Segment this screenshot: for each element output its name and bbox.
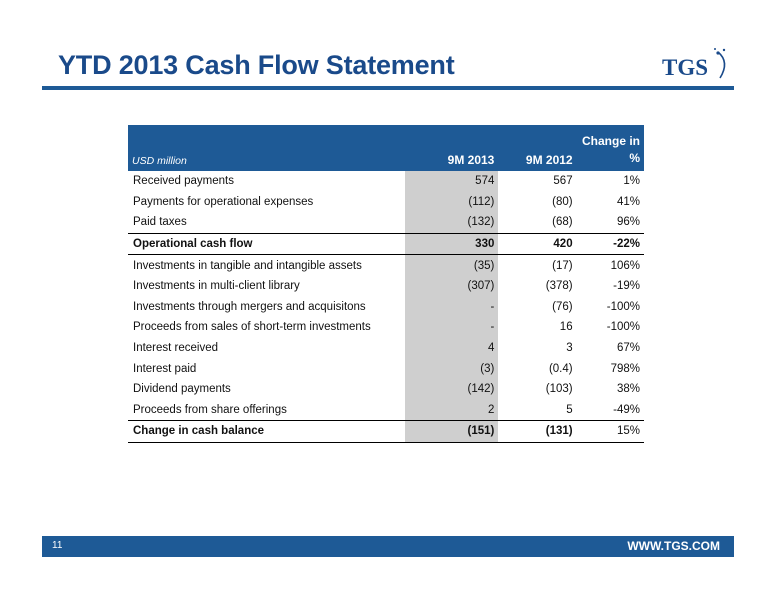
value-2013: (3): [404, 358, 499, 379]
value-2013: 574: [404, 171, 499, 192]
subtotal-row: Operational cash flow 330 420 -22%: [128, 232, 644, 256]
table-row: Paid taxes (132) (68) 96%: [128, 212, 644, 234]
value-2013: (151): [404, 420, 499, 443]
value-change: 41%: [616, 195, 640, 208]
value-change: 106%: [610, 259, 640, 272]
header-change-pct: Change in%: [576, 125, 644, 171]
value-change: 96%: [616, 216, 640, 229]
page-number: 11: [52, 540, 63, 551]
value-2012: (68): [552, 216, 573, 229]
logo-text: TGS: [662, 55, 708, 80]
value-2012: 3: [566, 342, 573, 355]
row-label: Proceeds from sales of short-term invest…: [133, 321, 371, 334]
row-label: Received payments: [133, 175, 234, 188]
value-change: -100%: [606, 300, 640, 313]
value-2013: (35): [404, 254, 499, 276]
value-2013: (307): [404, 275, 499, 297]
row-label: Investments in tangible and intangible a…: [133, 259, 362, 272]
value-change: -22%: [576, 232, 644, 256]
slide-title: YTD 2013 Cash Flow Statement: [58, 50, 455, 80]
value-2012: 5: [566, 403, 573, 416]
tgs-logo: TGS: [662, 48, 726, 80]
unit-label: USD million: [128, 125, 405, 171]
table-header-row: USD million 9M 2013 9M 2012 Change in%: [128, 125, 644, 171]
value-2012: 567: [553, 175, 573, 188]
header-change-line1: Change in: [581, 134, 640, 148]
row-label: Paid taxes: [133, 216, 187, 229]
value-change: 798%: [610, 362, 640, 375]
value-change: 38%: [616, 383, 640, 396]
table-row: Investments through mergers and acquisit…: [128, 296, 644, 318]
row-label: Investments in multi-client library: [133, 280, 300, 293]
row-label: Interest paid: [133, 362, 197, 375]
table-row: Interest paid (3) (0.4) 798%: [128, 358, 644, 379]
value-change: 1%: [623, 175, 640, 188]
row-label: Proceeds from share offerings: [133, 403, 287, 416]
row-label: Operational cash flow: [128, 232, 405, 256]
value-change: -49%: [613, 403, 640, 416]
header-9m-2012: 9M 2012: [498, 125, 577, 171]
value-2013: 2: [404, 399, 499, 421]
value-change: -19%: [613, 280, 640, 293]
cash-flow-table: USD million 9M 2013 9M 2012 Change in% R…: [128, 125, 644, 443]
value-change: -100%: [606, 321, 640, 334]
value-2013: -: [404, 317, 499, 338]
value-2012: (76): [552, 300, 573, 313]
value-2012: (103): [545, 383, 573, 396]
value-2013: (132): [404, 212, 499, 234]
table-row: Proceeds from share offerings 2 5 -49%: [128, 399, 644, 421]
header-9m-2013: 9M 2013: [404, 125, 499, 171]
table-row: Received payments 574 567 1%: [128, 171, 644, 192]
table-row: Investments in tangible and intangible a…: [128, 254, 644, 276]
header-change-line2: %: [629, 151, 640, 165]
title-divider: [42, 86, 734, 90]
row-label: Investments through mergers and acquisit…: [133, 300, 366, 313]
row-label: Interest received: [133, 342, 219, 355]
footer-bar: 11 WWW.TGS.COM: [42, 536, 734, 557]
value-change: 15%: [576, 420, 644, 443]
value-2013: 330: [404, 232, 499, 256]
table-row: Interest received 4 3 67%: [128, 337, 644, 359]
value-2013: -: [404, 296, 499, 318]
table-row: Payments for operational expenses (112) …: [128, 191, 644, 213]
row-label: Change in cash balance: [128, 420, 405, 443]
table-row: Investments in multi-client library (307…: [128, 275, 644, 297]
row-label: Dividend payments: [133, 383, 231, 396]
value-2013: 4: [404, 337, 499, 359]
total-row: Change in cash balance (151) (131) 15%: [128, 420, 644, 443]
value-2012: (131): [498, 420, 577, 443]
value-2012: (17): [552, 259, 573, 272]
value-2013: (142): [404, 378, 499, 400]
table-row: Dividend payments (142) (103) 38%: [128, 378, 644, 400]
table-row: Proceeds from sales of short-term invest…: [128, 317, 644, 338]
row-label: Payments for operational expenses: [133, 195, 314, 208]
value-change: 67%: [616, 342, 640, 355]
value-2012: 420: [498, 232, 577, 256]
value-2012: (378): [545, 280, 573, 293]
value-2012: (80): [552, 195, 573, 208]
website-link[interactable]: WWW.TGS.COM: [627, 539, 720, 553]
value-2013: (112): [404, 191, 499, 213]
value-2012: 16: [559, 321, 573, 334]
value-2012: (0.4): [548, 362, 573, 375]
